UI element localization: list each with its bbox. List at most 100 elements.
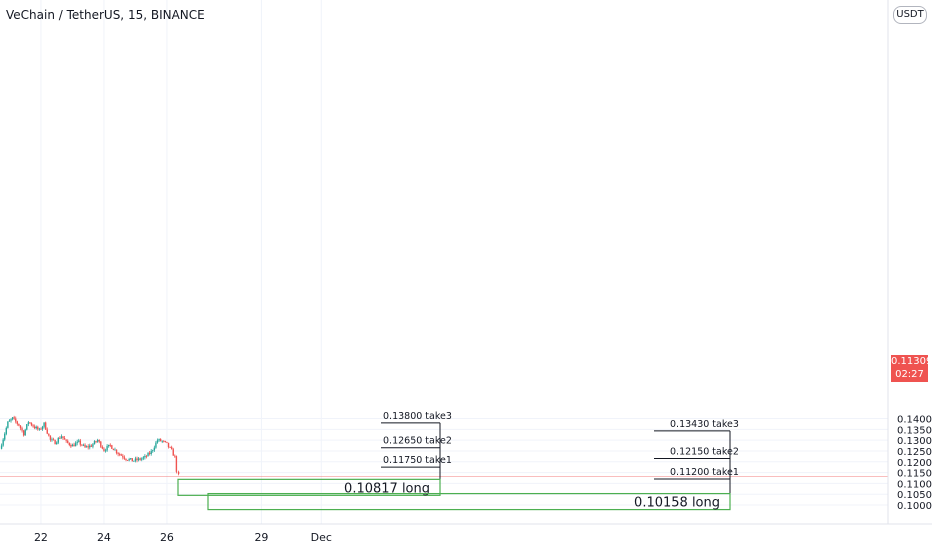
long-entry[interactable]: 0.10158 long bbox=[207, 430, 731, 511]
candle-body bbox=[114, 449, 116, 451]
candle bbox=[119, 452, 121, 457]
candle-body bbox=[120, 454, 122, 456]
candle bbox=[24, 428, 26, 436]
candle bbox=[166, 441, 168, 444]
long-entry-box[interactable] bbox=[177, 478, 441, 496]
candle bbox=[98, 439, 100, 444]
candle bbox=[93, 440, 96, 445]
candle bbox=[172, 447, 174, 456]
candle-body bbox=[40, 428, 42, 430]
take-profit-level[interactable]: 0.12650 take2 bbox=[381, 436, 452, 449]
candle-body bbox=[128, 459, 130, 461]
candle bbox=[123, 455, 126, 460]
candle-body bbox=[22, 430, 25, 436]
candle bbox=[52, 437, 55, 441]
candle-body bbox=[8, 420, 11, 422]
candle-body bbox=[57, 438, 59, 443]
candle-body bbox=[107, 444, 110, 447]
currency-button[interactable]: USDT bbox=[893, 6, 927, 24]
candle-body bbox=[79, 440, 82, 445]
candle-body bbox=[159, 439, 162, 442]
candle bbox=[7, 421, 9, 429]
time-axis[interactable]: 22 24 26 29 Dec bbox=[0, 523, 932, 544]
candle-body bbox=[98, 440, 100, 442]
candle bbox=[49, 435, 52, 442]
candle bbox=[22, 429, 25, 437]
candle bbox=[174, 454, 176, 458]
candle bbox=[128, 457, 130, 462]
take-profit-level[interactable]: 0.13430 take3 bbox=[654, 419, 739, 432]
candle bbox=[95, 440, 97, 444]
candle-body bbox=[134, 458, 137, 461]
candle bbox=[10, 418, 12, 423]
candle-body bbox=[84, 444, 86, 448]
candle bbox=[112, 448, 115, 451]
candle bbox=[67, 439, 69, 444]
candle-body bbox=[104, 450, 107, 452]
take-profit-level[interactable]: 0.12150 take2 bbox=[654, 447, 739, 460]
candle bbox=[62, 436, 64, 440]
candle bbox=[167, 442, 170, 449]
long-entry-box[interactable] bbox=[207, 492, 731, 511]
candle-body bbox=[142, 457, 145, 459]
candle bbox=[109, 443, 111, 448]
candle bbox=[142, 455, 145, 461]
candle bbox=[71, 443, 74, 447]
candle bbox=[16, 420, 19, 426]
long-entry[interactable]: 0.10817 long bbox=[177, 422, 441, 496]
candle bbox=[153, 445, 156, 452]
candle-body bbox=[43, 422, 45, 427]
candle-body bbox=[115, 449, 118, 454]
candle-body bbox=[96, 440, 99, 442]
candle-body bbox=[167, 442, 170, 448]
candle-body bbox=[46, 429, 48, 434]
candle-body bbox=[41, 426, 44, 430]
candle-body bbox=[0, 445, 3, 449]
candle-body bbox=[24, 429, 26, 436]
candle bbox=[164, 440, 167, 443]
price-axis[interactable]: 0.100000.105000.110000.115000.120000.125… bbox=[887, 0, 932, 524]
candle bbox=[33, 424, 36, 430]
candle-body bbox=[161, 440, 163, 442]
candle bbox=[15, 416, 17, 424]
candle-body bbox=[68, 442, 70, 446]
long-entry-label: 0.10817 long bbox=[344, 481, 430, 496]
candle-body bbox=[150, 451, 152, 454]
candle-body bbox=[63, 438, 66, 440]
candle bbox=[161, 440, 163, 444]
candle bbox=[169, 446, 171, 448]
candle bbox=[27, 420, 30, 427]
take-profit-level[interactable]: 0.11750 take1 bbox=[381, 455, 452, 468]
drawings-layer[interactable]: 0.13800 take3 0.12650 take2 0.11750 take1 0… bbox=[177, 411, 739, 511]
candle bbox=[81, 444, 83, 447]
candle-body bbox=[155, 442, 157, 448]
candle-body bbox=[60, 436, 63, 439]
candle-body bbox=[133, 460, 135, 462]
candle-body bbox=[100, 441, 102, 447]
candle bbox=[35, 425, 37, 430]
candle bbox=[40, 427, 42, 430]
candle-body bbox=[15, 418, 17, 422]
candle bbox=[44, 421, 47, 430]
candle-body bbox=[13, 417, 15, 419]
candle-body bbox=[56, 442, 58, 445]
candle bbox=[38, 427, 41, 431]
take-profit-level[interactable]: 0.13800 take3 bbox=[381, 411, 452, 424]
candle bbox=[85, 445, 88, 448]
candle-body bbox=[82, 444, 85, 446]
candle-series bbox=[0, 415, 180, 476]
candle-body bbox=[174, 455, 176, 457]
candle bbox=[37, 425, 39, 431]
take-profit-level[interactable]: 0.11200 take1 bbox=[654, 467, 739, 480]
candle-body bbox=[93, 441, 96, 445]
candle-body bbox=[148, 452, 151, 454]
candle bbox=[26, 424, 28, 431]
symbol-legend: VeChain / TetherUS, 15, BINANCE bbox=[6, 8, 205, 22]
candle-body bbox=[101, 446, 104, 449]
candle bbox=[126, 459, 129, 461]
candle bbox=[104, 448, 107, 453]
